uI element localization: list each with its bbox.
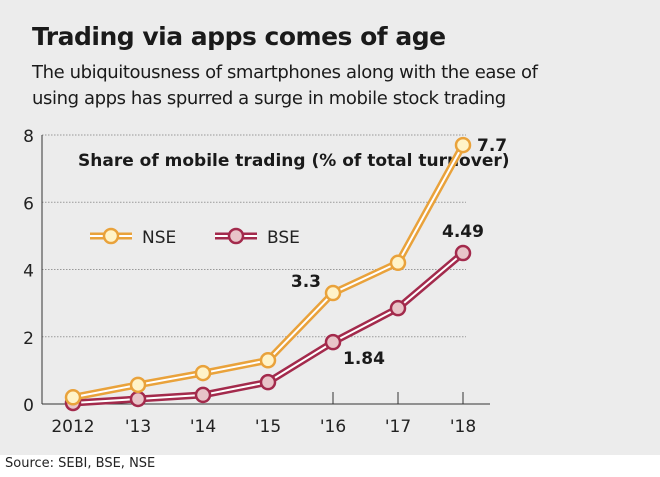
source-note: Source: SEBI, BSE, NSE (5, 456, 156, 471)
x-tick-label: '15 (255, 417, 281, 437)
legend-label: BSE (267, 228, 300, 248)
y-tick-label: 8 (23, 127, 34, 147)
data-point-bse (324, 333, 342, 351)
data-point-nse (324, 284, 342, 302)
legend-label: NSE (142, 228, 176, 248)
x-tick-label: '18 (450, 417, 476, 437)
data-point-nse (389, 254, 407, 272)
line-chart: 0 2 4 6 8 2012 '13 '14 '15 '16 '17 '18 Share of mobi… (23, 127, 510, 437)
chart-panel (0, 0, 660, 455)
data-label: 1.84 (343, 349, 385, 369)
data-point-nse (194, 364, 212, 382)
data-label: 3.3 (291, 272, 321, 292)
x-tick-label: '14 (190, 417, 216, 437)
y-tick-label: 0 (23, 396, 34, 416)
legend-marker (227, 227, 245, 245)
data-label: 7.7 (477, 136, 507, 156)
data-point-bse (389, 299, 407, 317)
x-tick-label: '17 (385, 417, 411, 437)
x-tick-label: 2012 (51, 417, 94, 437)
legend-marker (102, 227, 120, 245)
data-point-nse (259, 352, 277, 369)
x-tick-label: '13 (125, 417, 151, 437)
data-point-bse (259, 373, 277, 391)
subtitle-line-1: The ubiquitousness of smartphones along … (32, 62, 538, 83)
y-tick-label: 4 (23, 262, 34, 282)
chart-headline: Trading via apps comes of age (32, 22, 446, 51)
data-point-nse (129, 376, 147, 394)
y-tick-label: 2 (23, 329, 34, 349)
x-tick-label: '16 (320, 417, 346, 437)
data-point-nse (454, 136, 472, 154)
subtitle-line-2: using apps has spurred a surge in mobile… (32, 88, 506, 109)
data-point-bse (129, 390, 147, 408)
chart-title: Share of mobile trading (% of total turn… (78, 151, 510, 171)
y-tick-label: 6 (23, 194, 34, 214)
data-point-bse (454, 244, 472, 262)
data-point-bse (194, 386, 212, 404)
data-label: 4.49 (442, 222, 484, 242)
data-point-nse (64, 389, 82, 406)
